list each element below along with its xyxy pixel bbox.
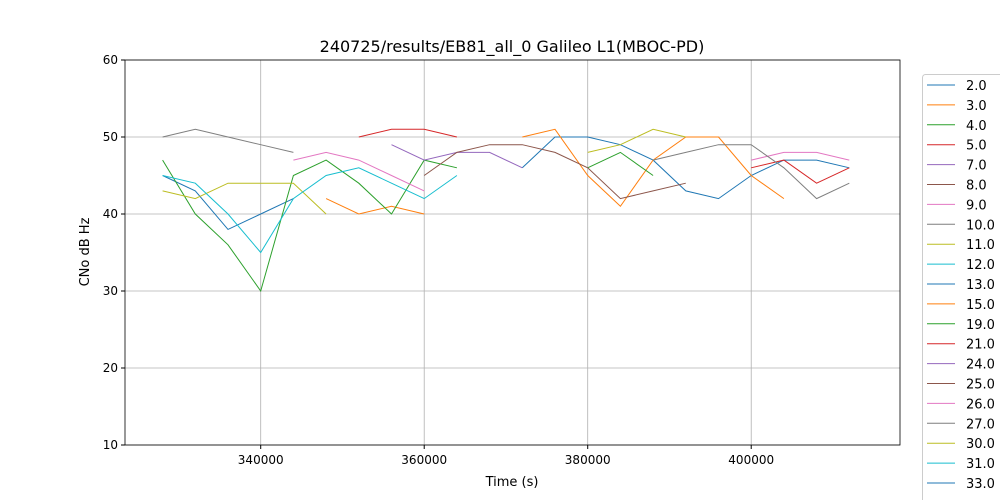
y-axis-label: CNo dB Hz <box>78 217 93 286</box>
series-line-2.0 <box>162 175 294 231</box>
series-line-10.0 <box>162 128 294 153</box>
legend-label: 11.0 <box>966 238 995 253</box>
series-line-10.0 <box>652 144 850 200</box>
series-line-3.0 <box>522 128 785 208</box>
x-tick-label: 400000 <box>728 453 774 467</box>
series-line-7.0 <box>391 144 523 169</box>
x-axis-label: Time (s) <box>485 475 539 490</box>
legend-label: 4.0 <box>966 119 987 134</box>
legend-label: 27.0 <box>966 417 995 432</box>
legend-label: 24.0 <box>966 358 995 373</box>
legend-label: 3.0 <box>966 99 987 114</box>
legend-box <box>922 74 1000 500</box>
y-tick-label: 20 <box>103 361 118 375</box>
series-line-3.0 <box>325 198 425 215</box>
legend-label: 5.0 <box>966 139 987 154</box>
y-tick-label: 60 <box>103 53 118 67</box>
legend-label: 13.0 <box>966 278 995 293</box>
legend-label: 15.0 <box>966 298 995 313</box>
y-tick-label: 10 <box>103 438 118 452</box>
legend: 2.0 3.0 4.0 5.0 7.0 8.0 9.0 10.0 11.0 12.0 13.0 15.… <box>922 74 1000 500</box>
legend-label: 2.0 <box>966 79 987 94</box>
y-tick-label: 30 <box>103 284 118 298</box>
series-line-2.0 <box>521 136 850 200</box>
series-line-8.0 <box>423 144 686 200</box>
series-line-4.0 <box>587 151 654 176</box>
legend-label: 21.0 <box>966 338 995 353</box>
legend-label: 31.0 <box>966 457 995 472</box>
series-line-5.0 <box>751 159 850 184</box>
legend-label: 9.0 <box>966 198 987 213</box>
legend-label: 25.0 <box>966 378 995 393</box>
plot-frame <box>124 59 901 446</box>
series-line-9.0 <box>293 151 425 192</box>
chart-title: 240725/results/EB81_all_0 Galileo L1(MBO… <box>320 37 705 57</box>
legend-label: 12.0 <box>966 258 995 273</box>
y-tick-label: 50 <box>103 130 118 144</box>
series-line-4.0 <box>162 159 458 293</box>
legend-label: 33.0 <box>966 477 995 492</box>
legend-label: 10.0 <box>966 218 995 233</box>
legend-label: 19.0 <box>966 318 995 333</box>
series-line-9.0 <box>751 151 850 161</box>
y-tick-label: 40 <box>103 207 118 221</box>
legend-label: 26.0 <box>966 397 995 412</box>
x-tick-label: 380000 <box>565 453 611 467</box>
series-line-12.0 <box>162 167 458 254</box>
legend-label: 8.0 <box>966 179 987 194</box>
series-line-5.0 <box>358 128 458 138</box>
legend-label: 30.0 <box>966 437 995 452</box>
series-line-11.0 <box>162 182 327 215</box>
x-tick-label: 360000 <box>401 453 447 467</box>
series-line-11.0 <box>587 128 686 153</box>
legend-label: 7.0 <box>966 159 987 174</box>
x-tick-label: 340000 <box>238 453 284 467</box>
